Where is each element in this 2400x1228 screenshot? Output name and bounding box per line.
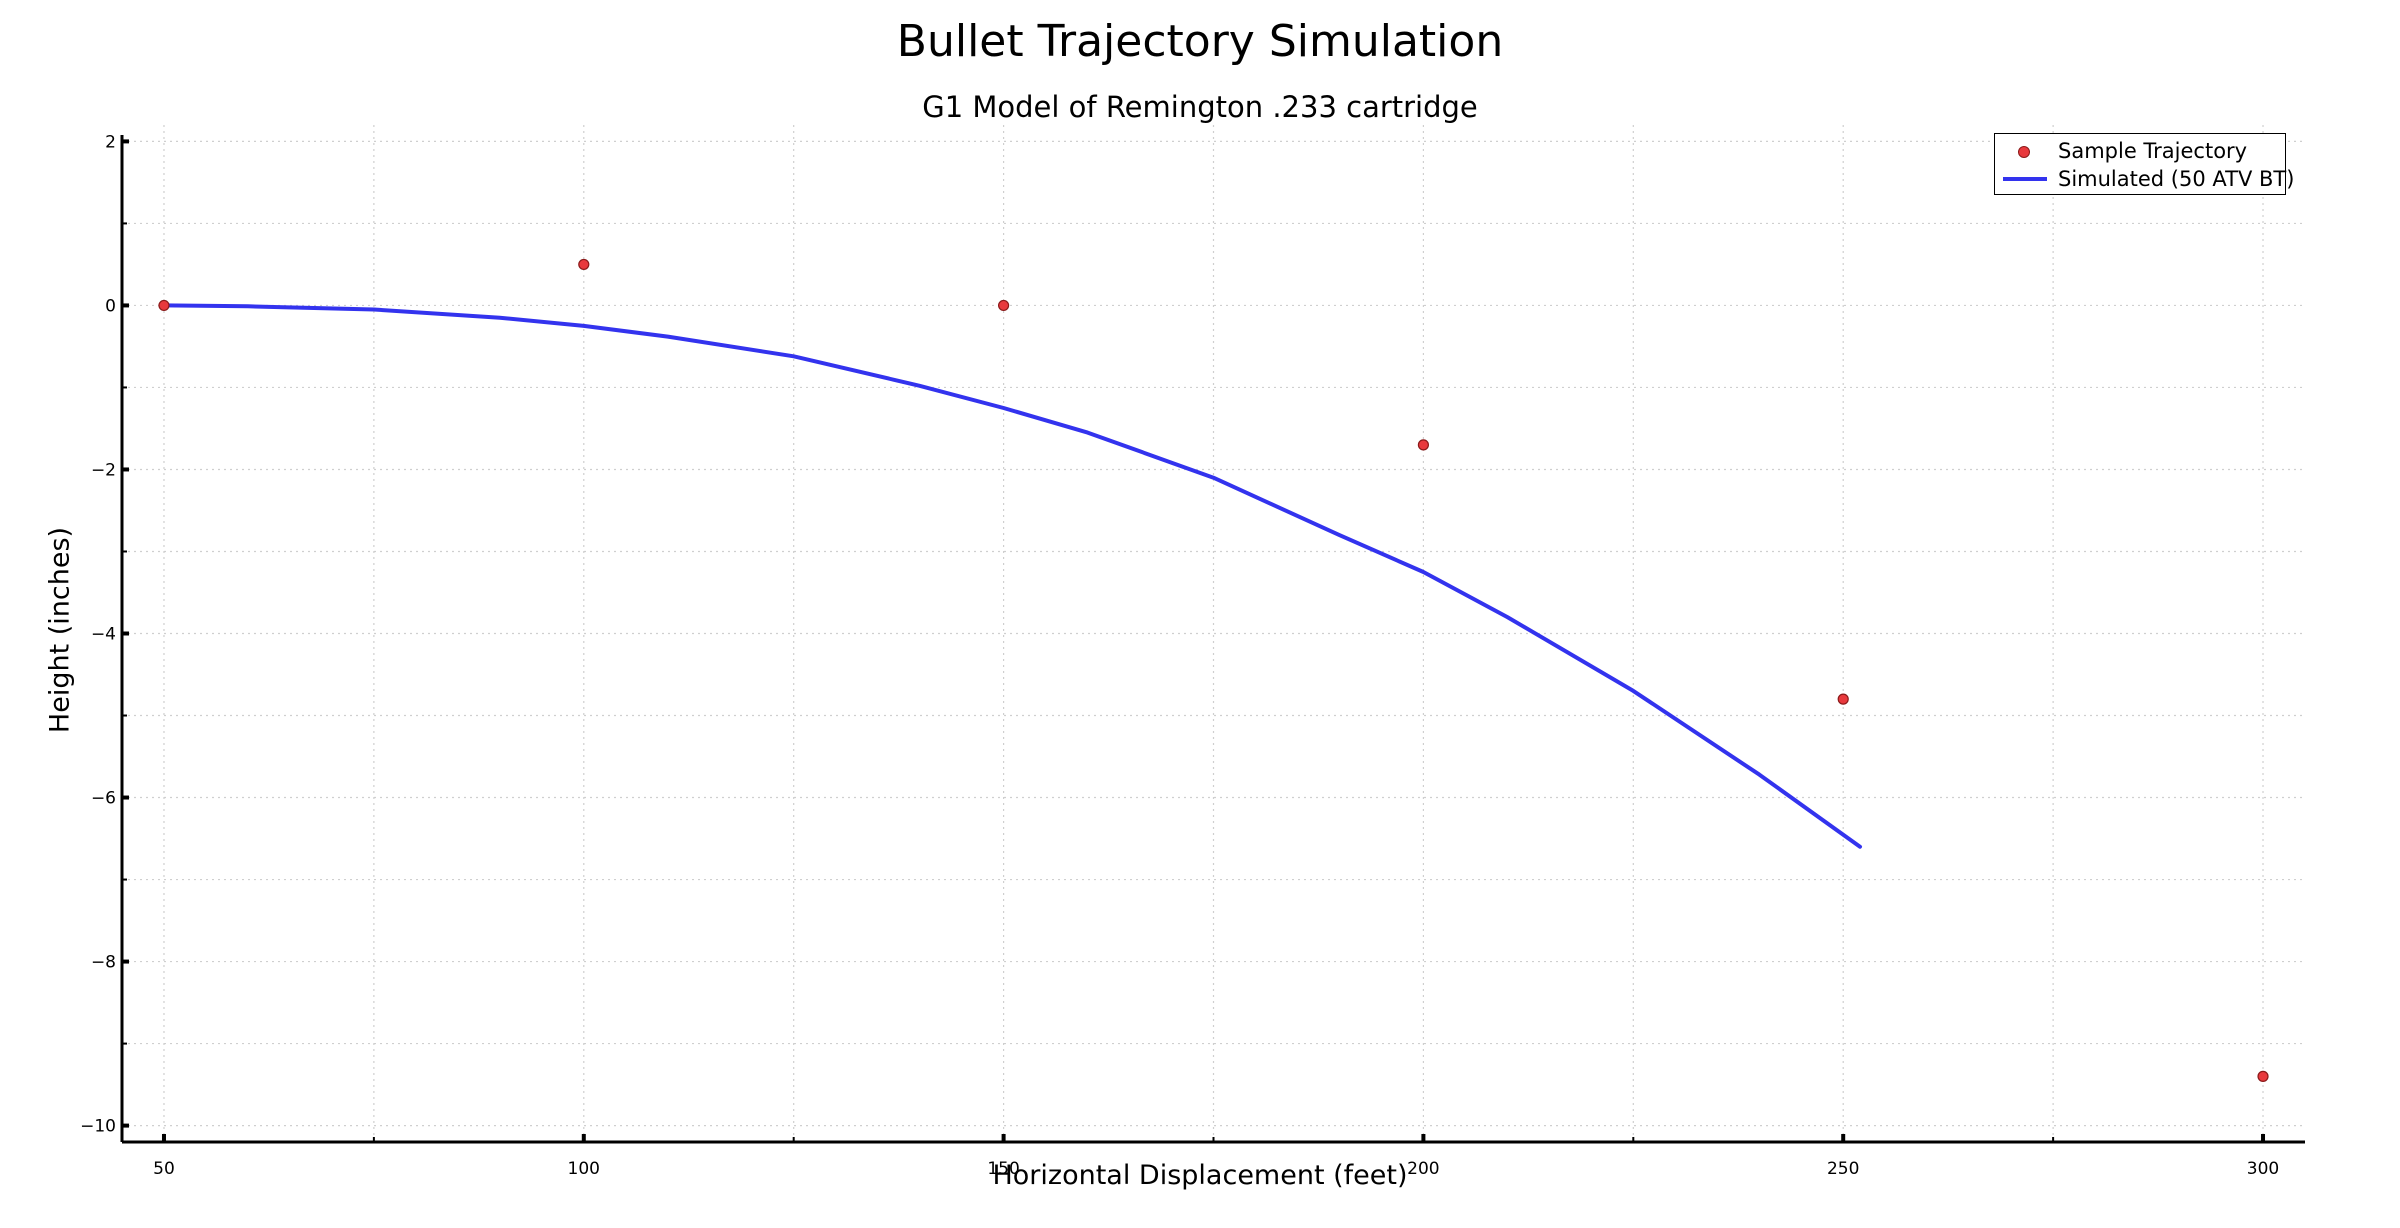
sample-trajectory-point xyxy=(1417,439,1430,451)
sample-trajectory-point xyxy=(997,299,1010,312)
legend: Sample Trajectory Simulated (50 ATV BT) xyxy=(1994,133,2294,195)
x-tick-label: 50 xyxy=(153,1159,175,1179)
x-axis-label: Horizontal Displacement (feet) xyxy=(992,1160,1408,1191)
legend-marker-scatter xyxy=(2018,146,2030,158)
chart-subtitle: G1 Model of Remington .233 cartridge xyxy=(922,90,1478,124)
sample-trajectory-point xyxy=(158,299,170,312)
y-tick-label: −6 xyxy=(91,789,116,809)
y-tick-label: −2 xyxy=(91,460,116,480)
ticks: 50 100 150 200 250 300 2 0 −2 −4 −6 −8 −10 xyxy=(80,132,2279,1179)
grid xyxy=(122,125,2305,1142)
x-tick-label: 150 xyxy=(987,1159,1019,1179)
y-tick-label: 0 xyxy=(105,296,116,316)
x-tick-label: 200 xyxy=(1407,1159,1439,1179)
x-tick-label: 100 xyxy=(568,1159,600,1179)
legend-label-simulated: Simulated (50 ATV BT) xyxy=(2058,167,2295,191)
y-tick-label: −10 xyxy=(80,1117,116,1137)
legend-label-sample: Sample Trajectory xyxy=(2058,139,2248,163)
series xyxy=(158,258,2269,1082)
y-tick-label: −4 xyxy=(91,625,116,645)
chart-title: Bullet Trajectory Simulation xyxy=(896,16,1504,67)
legend-marker-line xyxy=(2003,177,2047,181)
y-tick-label: −8 xyxy=(91,953,116,973)
x-tick-label: 300 xyxy=(2247,1159,2279,1179)
y-tick-label: 2 xyxy=(105,132,116,152)
y-axis-label: Height (inches) xyxy=(44,526,76,734)
sample-trajectory-point xyxy=(2257,1070,2269,1082)
sample-trajectory-point xyxy=(578,258,590,271)
x-tick-label: 250 xyxy=(1827,1159,1859,1179)
sample-trajectory-point xyxy=(1837,693,1849,705)
simulated-trajectory-line xyxy=(162,303,1862,849)
